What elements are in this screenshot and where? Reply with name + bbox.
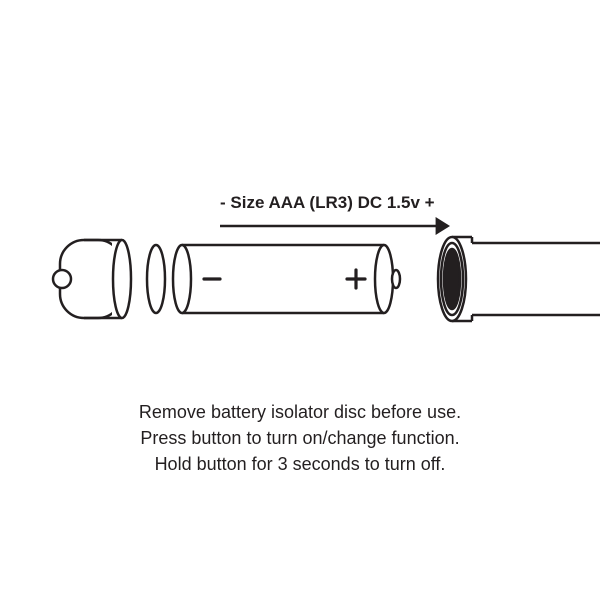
instruction-line: Press button to turn on/change function.	[0, 426, 600, 450]
battery-spec-label: - Size AAA (LR3) DC 1.5v +	[220, 193, 435, 213]
battery-diagram	[0, 214, 600, 349]
instruction-line: Hold button for 3 seconds to turn off.	[0, 452, 600, 476]
instructions-block: Remove battery isolator disc before use.…	[0, 400, 600, 478]
instruction-line: Remove battery isolator disc before use.	[0, 400, 600, 424]
